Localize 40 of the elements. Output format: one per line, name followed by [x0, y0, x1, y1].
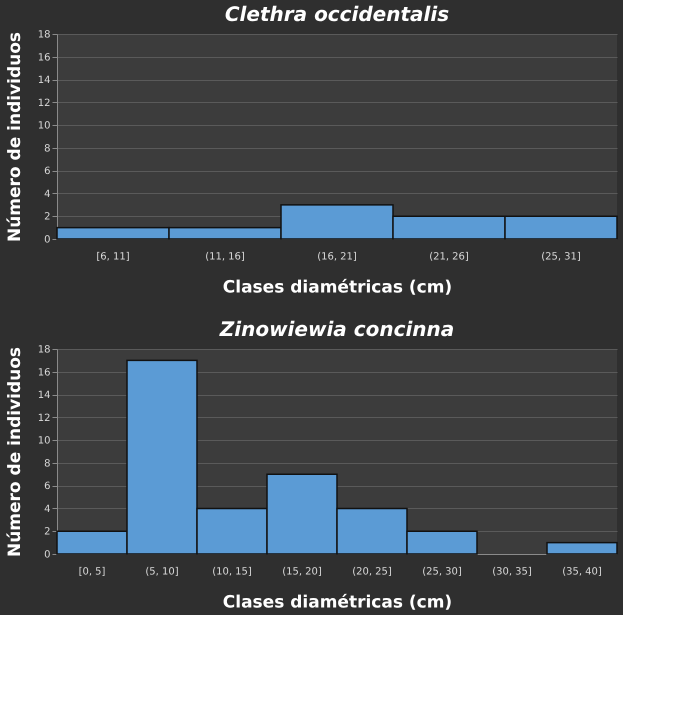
bar	[546, 542, 618, 555]
x-tick-label: (20, 25]	[352, 566, 392, 578]
y-tick-label: 2	[44, 212, 50, 223]
y-tick-label: 4	[44, 504, 50, 515]
y-tick-label: 16	[38, 52, 50, 64]
x-tick-label: [6, 11]	[96, 252, 130, 262]
x-tick-label: (10, 15]	[212, 566, 252, 578]
y-tick-label: 10	[38, 436, 50, 447]
y-tick-label: 4	[44, 188, 50, 200]
y-tick-label: 12	[38, 98, 50, 109]
x-tick-label: (21, 26]	[429, 252, 469, 262]
x-tick-label: (30, 35]	[492, 566, 532, 578]
y-axis-title: Número de individuos	[4, 32, 25, 242]
chart-title: Zinowiewia concinna	[218, 317, 454, 341]
y-tick-label: 14	[38, 390, 50, 402]
y-tick-label: 0	[44, 234, 50, 246]
y-tick-label: 8	[44, 143, 50, 154]
y-tick-label: 0	[44, 550, 50, 560]
y-tick-label: 14	[38, 75, 50, 86]
x-tick-label: (15, 20]	[282, 566, 322, 578]
y-tick-label: 18	[38, 344, 50, 356]
y-tick-label: 12	[38, 412, 50, 424]
chart-title: Clethra occidentalis	[224, 2, 450, 26]
y-tick-label: 6	[44, 481, 50, 492]
x-tick-label: (35, 40]	[562, 566, 602, 578]
y-tick-label: 10	[38, 120, 50, 132]
y-tick-label: 6	[44, 166, 50, 178]
y-tick-label: 16	[38, 367, 50, 378]
x-tick-label: (25, 30]	[422, 566, 462, 578]
x-axis-title: Clases diamétricas (cm)	[222, 592, 452, 612]
y-axis-title: Número de individuos	[4, 346, 25, 558]
y-tick-label: 18	[38, 30, 50, 40]
x-tick-label: (16, 21]	[317, 252, 357, 262]
y-tick-label: 2	[44, 526, 50, 538]
x-tick-label: (11, 16]	[205, 252, 245, 262]
x-axis-title: Clases diamétricas (cm)	[222, 278, 452, 298]
x-tick-label: (5, 10]	[145, 566, 179, 578]
x-tick-label: (25, 31]	[541, 252, 581, 262]
y-tick-label: 8	[44, 458, 50, 470]
x-tick-label: [0, 5]	[78, 566, 106, 578]
